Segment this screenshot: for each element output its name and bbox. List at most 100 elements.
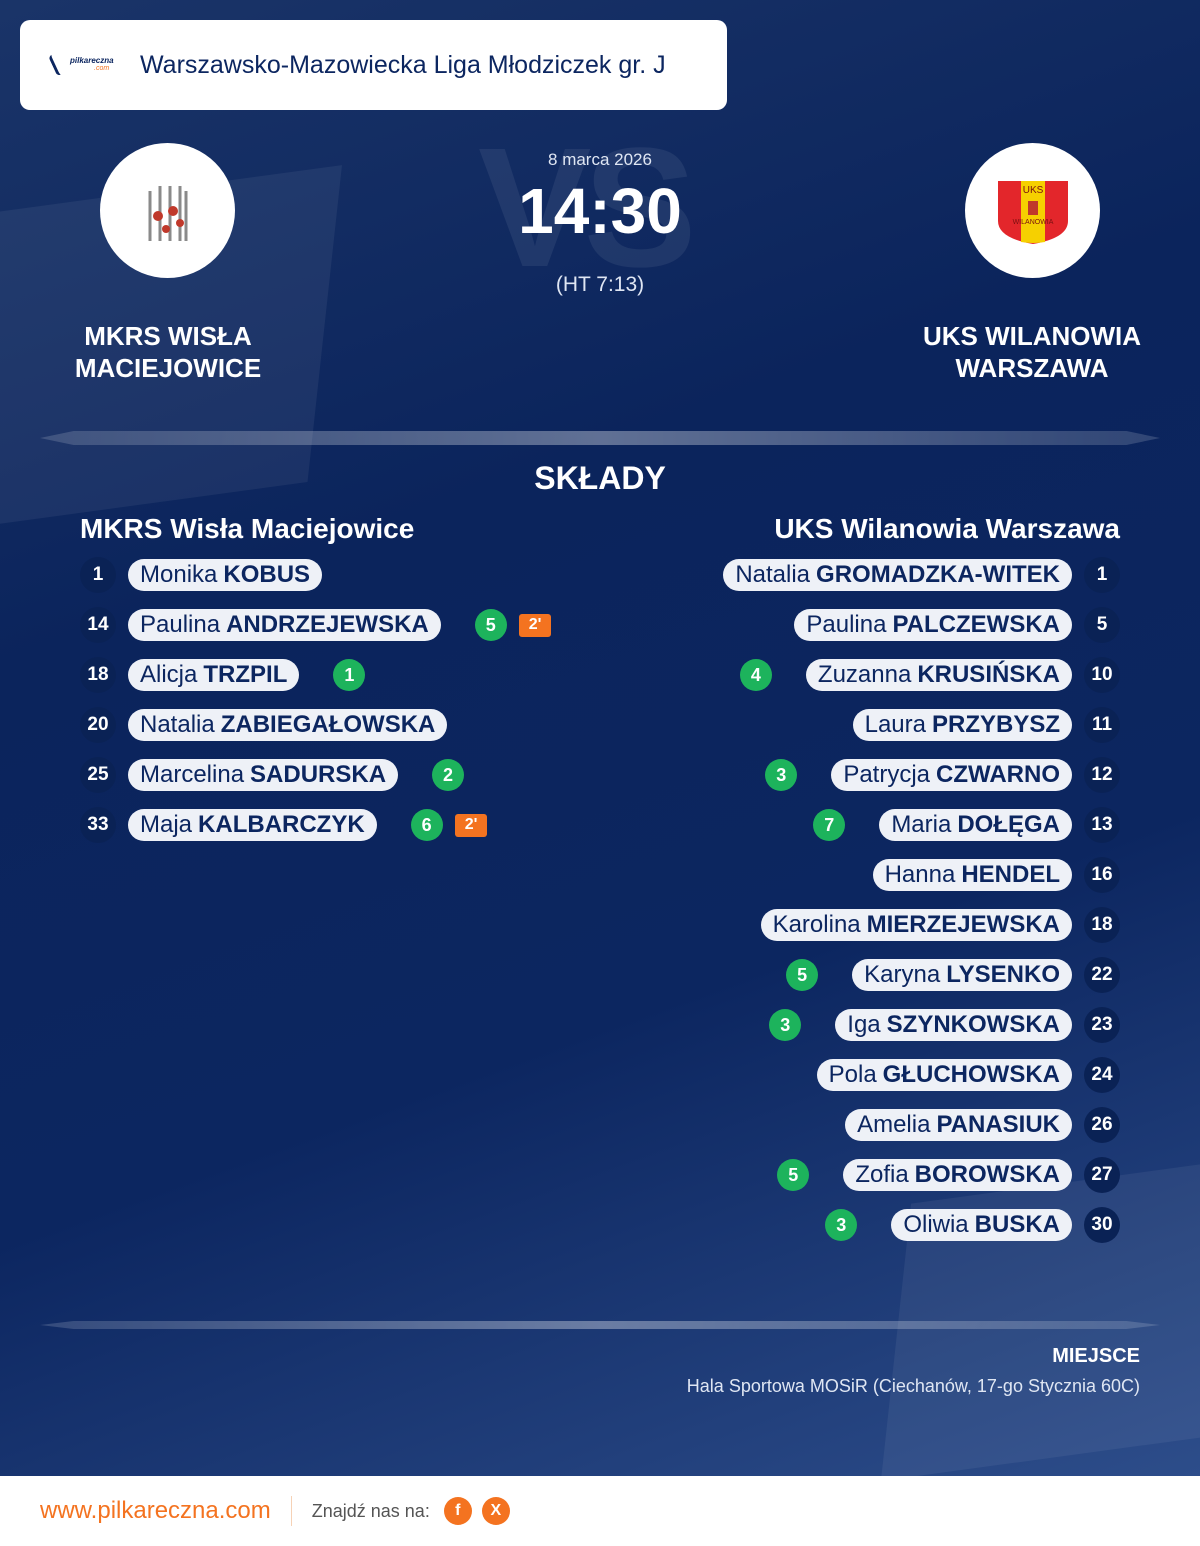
goals-badge: 5 [474,609,507,641]
player-first-name: Marcelina [140,761,245,788]
find-us-label: Znajdź nas na: [311,1500,430,1521]
x-icon[interactable]: X [481,1497,510,1525]
player-number: 18 [80,657,116,693]
player-name-pill[interactable]: Zuzanna KRUSIŃSKA [805,659,1072,691]
player-name-pill[interactable]: Zofia BOROWSKA [843,1159,1072,1191]
goals-badge: 2 [432,759,465,791]
divider [40,431,1160,445]
player-last-name: GROMADZKA-WITEK [816,561,1060,588]
player-first-name: Karyna [864,961,941,988]
player-number: 26 [1084,1107,1120,1143]
player-last-name: PANASIUK [936,1111,1060,1138]
penalty-badge: 2' [454,813,488,837]
player-first-name: Paulina [806,611,887,638]
player-last-name: BOROWSKA [914,1161,1060,1188]
player-row: 7 Maria DOŁĘGA 13 [813,807,1120,843]
player-name-pill[interactable]: Paulina PALCZEWSKA [794,609,1072,641]
lineups-title: SKŁADY [534,460,666,496]
player-number: 30 [1084,1207,1120,1243]
player-name-pill[interactable]: Karyna LYSENKO [852,959,1072,991]
halftime-score: (HT 7:13) [555,273,645,296]
player-name-pill[interactable]: Pola GŁUCHOWSKA [816,1059,1072,1091]
vs-watermark: VS [478,113,697,303]
player-last-name: DOŁĘGA [957,811,1060,838]
player-row: 33 Maja KALBARCZYK 6 2' [80,807,488,843]
away-lineup-title: UKS Wilanowia Warszawa [774,513,1120,544]
player-row: 3 Oliwia BUSKA 30 [825,1207,1120,1243]
player-name-pill[interactable]: Hanna HENDEL [872,859,1072,891]
player-first-name: Maria [891,811,952,838]
player-number: 20 [80,707,116,743]
player-name-pill[interactable]: Laura PRZYBYSZ [852,709,1072,741]
player-number: 16 [1084,857,1120,893]
player-first-name: Paulina [140,611,221,638]
player-row: 5 Zofia BOROWSKA 27 [777,1157,1120,1193]
player-first-name: Natalia [140,711,215,738]
player-first-name: Hanna [884,861,956,888]
player-last-name: ZABIEGAŁOWSKA [220,711,436,738]
player-number: 22 [1084,957,1120,993]
player-first-name: Oliwia [903,1211,969,1238]
player-first-name: Karolina [772,911,861,938]
player-last-name: KOBUS [223,561,311,588]
player-row: 3 Patrycja CZWARNO 12 [765,757,1120,793]
player-first-name: Amelia [857,1111,931,1138]
penalty-badge: 2' [518,613,552,637]
player-first-name: Pola [828,1061,877,1088]
player-last-name: TRZPIL [203,661,288,688]
match-date: 8 marca 2026 [548,150,652,169]
player-row: 18 Alicja TRZPIL 1 [80,657,366,693]
player-name-pill[interactable]: Patrycja CZWARNO [831,759,1072,791]
player-number: 1 [1084,557,1120,593]
player-first-name: Monika [140,561,218,588]
player-name-pill[interactable]: Oliwia BUSKA [891,1209,1072,1241]
player-name-pill[interactable]: Iga SZYNKOWSKA [835,1009,1072,1041]
player-name-pill[interactable]: Marcelina SADURSKA [128,759,399,791]
player-row: 4 Zuzanna KRUSIŃSKA 10 [739,657,1120,693]
player-name-pill[interactable]: Maria DOŁĘGA [879,809,1072,841]
player-last-name: CZWARNO [936,761,1060,788]
facebook-icon[interactable]: f [443,1497,472,1525]
goals-badge: 6 [410,809,443,841]
player-number: 14 [80,607,116,643]
site-link[interactable]: www.pilkareczna.com [40,1497,271,1524]
player-row: Pola GŁUCHOWSKA 24 [816,1057,1120,1093]
player-first-name: Natalia [735,561,811,588]
player-number: 12 [1084,757,1120,793]
player-name-pill[interactable]: Karolina MIERZEJEWSKA [760,909,1072,941]
goals-badge: 1 [333,659,366,691]
league-header: pilkareczna .com Warszawsko-Mazowiecka Li… [20,20,727,110]
player-name-pill[interactable]: Monika KOBUS [128,559,323,591]
svg-text:UKS: UKS [1022,185,1043,196]
player-first-name: Zofia [855,1161,909,1188]
player-row: Hanna HENDEL 16 [872,857,1120,893]
player-name-pill[interactable]: Natalia GROMADZKA-WITEK [723,559,1072,591]
venue-label: MIEJSCE [1052,1345,1140,1367]
player-number: 25 [80,757,116,793]
player-row: 1 Monika KOBUS [80,557,323,593]
player-row: 25 Marcelina SADURSKA 2 [80,757,465,793]
player-name-pill[interactable]: Paulina ANDRZEJEWSKA [128,609,441,641]
player-number: 18 [1084,907,1120,943]
player-number: 13 [1084,807,1120,843]
player-number: 10 [1084,657,1120,693]
player-row: 20 Natalia ZABIEGAŁOWSKA [80,707,448,743]
player-row: 3 Iga SZYNKOWSKA 23 [769,1007,1120,1043]
footer: www.pilkareczna.com Znajdź nas na: f X [0,1476,1200,1546]
player-last-name: SZYNKOWSKA [886,1011,1060,1038]
player-row: Paulina PALCZEWSKA 5 [794,607,1120,643]
player-name-pill[interactable]: Maja KALBARCZYK [128,809,377,841]
player-name-pill[interactable]: Amelia PANASIUK [845,1109,1072,1141]
player-last-name: LYSENKO [946,961,1060,988]
pilkareczna-logo[interactable]: pilkareczna .com [48,49,120,80]
player-name-pill[interactable]: Natalia ZABIEGAŁOWSKA [128,709,448,741]
player-number: 11 [1084,707,1120,743]
player-first-name: Zuzanna [817,661,912,688]
goals-badge: 4 [739,659,772,691]
player-last-name: BUSKA [974,1211,1060,1238]
player-number: 27 [1084,1157,1120,1193]
venue-value: Hala Sportowa MOSiR (Ciechanów, 17-go St… [686,1376,1140,1396]
player-last-name: MIERZEJEWSKA [866,911,1060,938]
player-name-pill[interactable]: Alicja TRZPIL [128,659,300,691]
player-row: 5 Karyna LYSENKO 22 [786,957,1120,993]
